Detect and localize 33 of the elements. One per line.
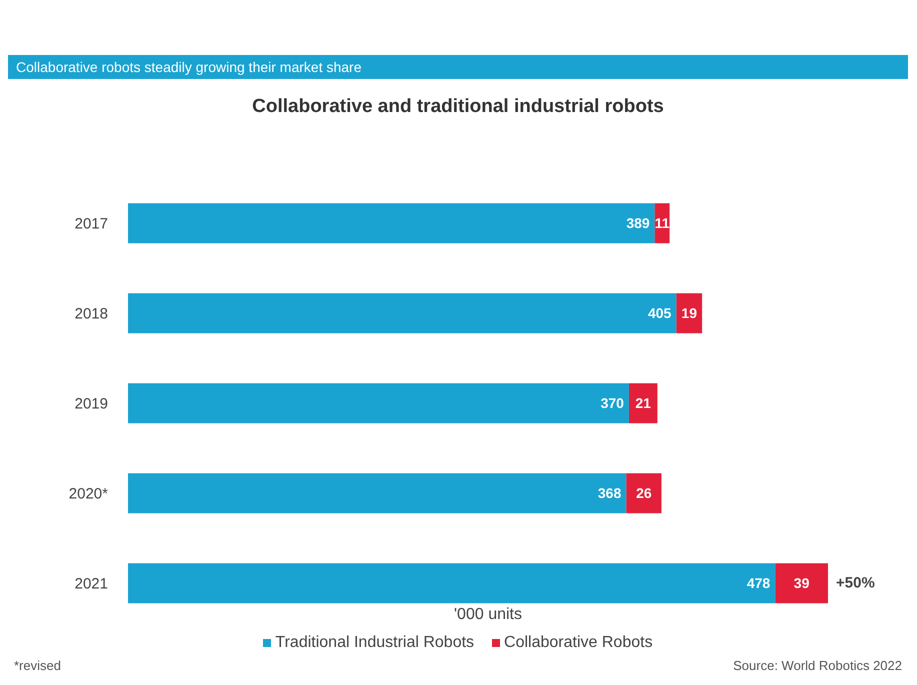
- bar: [128, 473, 626, 514]
- data-label: 19: [681, 305, 698, 322]
- data-label: 11: [654, 215, 670, 232]
- legend-label: Collaborative Robots: [503, 634, 653, 652]
- data-label: 368: [598, 485, 622, 502]
- chart-subtitle: Collaborative robots steadily growing their market share: [8, 55, 908, 79]
- data-label: 389: [626, 215, 650, 232]
- data-label: 370: [600, 395, 624, 412]
- x-axis-title: '000 units: [453, 606, 523, 624]
- y-tick-label: 2019: [74, 395, 108, 412]
- data-label: 39: [794, 575, 810, 592]
- y-tick-label: 2017: [74, 215, 108, 232]
- data-label: 405: [648, 305, 672, 322]
- bar: [128, 383, 629, 424]
- bar: [128, 203, 655, 244]
- bar: [676, 293, 702, 334]
- data-label: 26: [636, 485, 652, 502]
- text: *revised: [14, 658, 61, 673]
- bar: [128, 293, 676, 334]
- legend-label: Traditional Industrial Robots: [274, 634, 474, 652]
- bar: [775, 563, 828, 604]
- source-note: Source: World Robotics 2022: [733, 658, 902, 673]
- bar: [628, 383, 658, 424]
- y-tick-label: 2020*: [68, 485, 108, 502]
- bar: [654, 203, 670, 244]
- y-tick-label: 2018: [74, 305, 108, 322]
- data-label: 21: [635, 395, 652, 412]
- annotation: +50%: [836, 574, 875, 592]
- chart-title: Collaborative and traditional industrial robots: [251, 96, 665, 118]
- data-label: 478: [746, 575, 770, 592]
- bar: [128, 563, 776, 604]
- y-tick-label: 2021: [74, 575, 108, 592]
- bar: [626, 473, 662, 514]
